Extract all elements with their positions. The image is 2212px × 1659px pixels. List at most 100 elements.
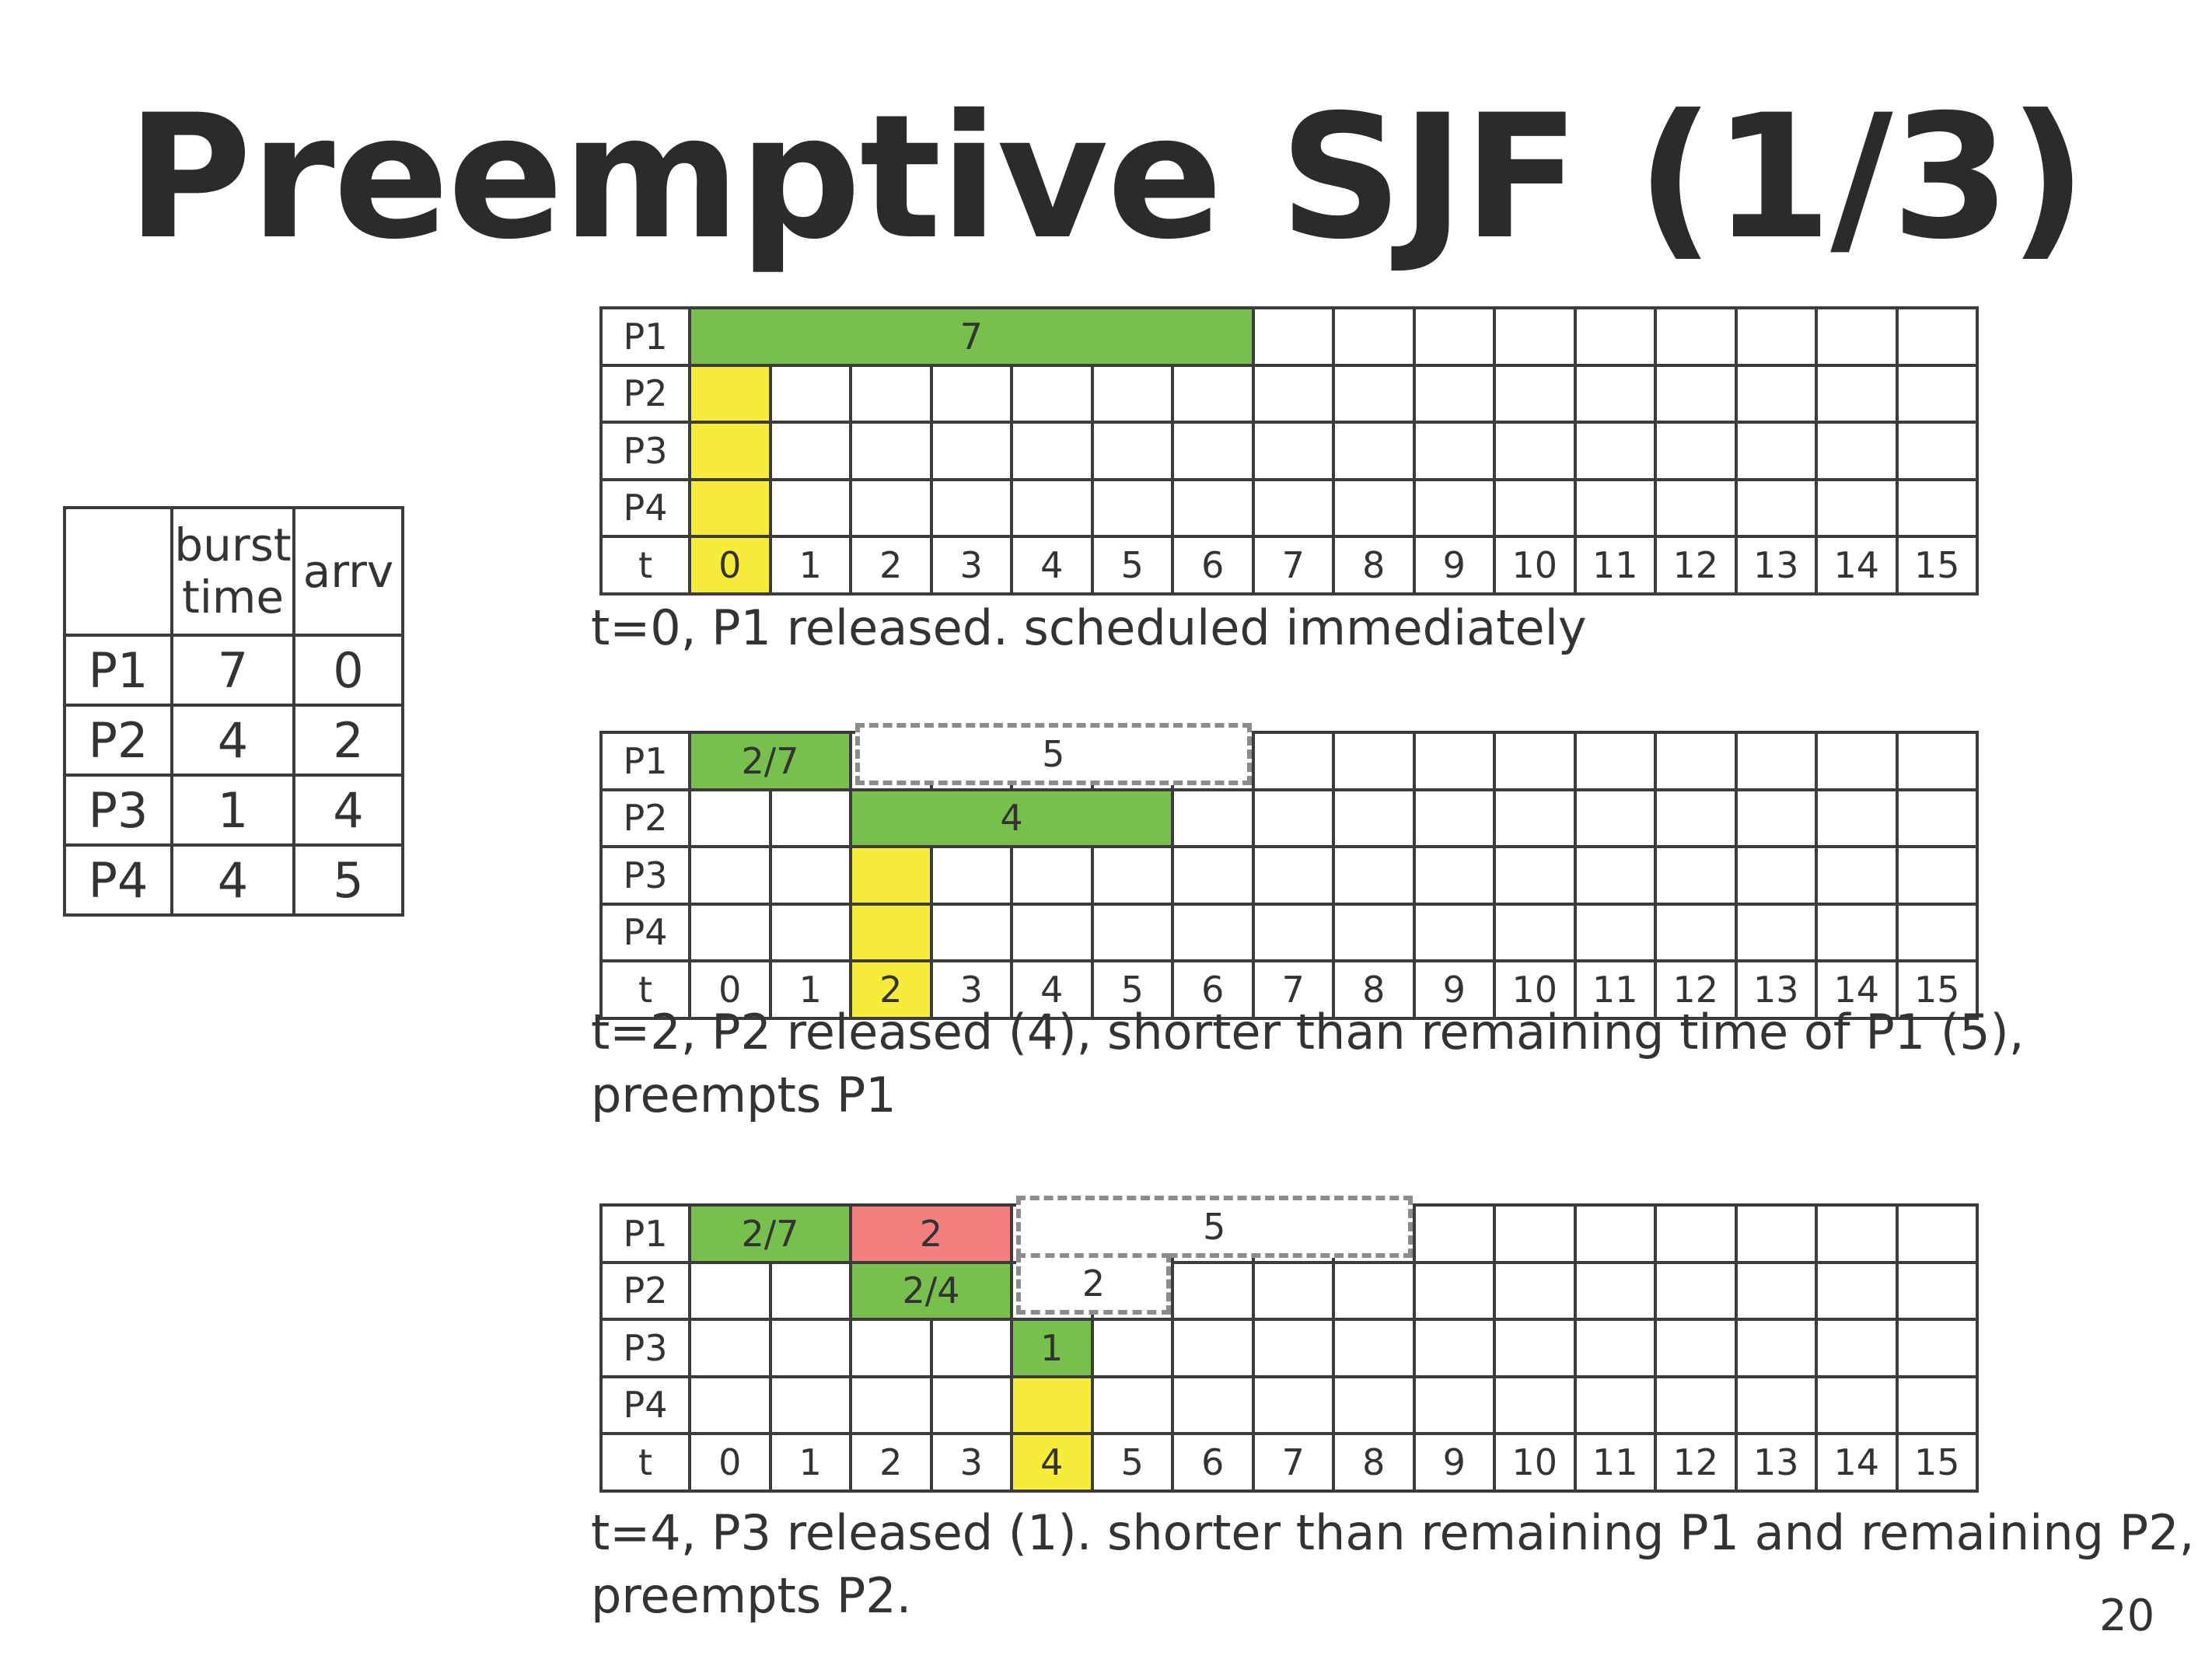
gantt-grid-cell (1734, 1260, 1818, 1321)
gantt-grid-cell (1332, 306, 1416, 367)
gantt-grid-cell (1654, 1260, 1738, 1321)
gantt-tick-label: 7 (1281, 968, 1305, 1011)
gantt-tick-label: 1 (798, 1441, 822, 1483)
gantt-tick-label: 8 (1362, 968, 1386, 1011)
gantt-grid-cell (1654, 845, 1738, 906)
gantt-grid-cell (1895, 788, 1979, 848)
gantt-grid-cell (1815, 1203, 1899, 1264)
gantt-grid-cell (768, 1374, 852, 1435)
gantt-tick-label: 10 (1511, 1441, 1558, 1483)
gantt-tick-cell (1654, 1432, 1738, 1493)
gantt-row-label: P3 (623, 1326, 668, 1369)
gantt-bar-released (688, 477, 772, 538)
gantt-grid-cell (1895, 477, 1979, 538)
gantt-bar-released (1010, 1374, 1094, 1435)
gantt-tick-cell (1171, 1432, 1255, 1493)
gantt-grid-cell (1654, 363, 1738, 424)
gantt-grid-cell (929, 1374, 1013, 1435)
gantt-remaining-box: 5 (1016, 1196, 1413, 1258)
gantt-tick-label: 13 (1752, 968, 1799, 1011)
gantt-grid-cell (1171, 1374, 1255, 1435)
gantt-tick-cell (1493, 959, 1577, 1020)
gantt-tick-label: 15 (1913, 968, 1960, 1011)
gantt-tick-cell (1573, 959, 1657, 1020)
gantt-bar-running: 2/7 (688, 1203, 852, 1264)
gantt-grid-cell (768, 788, 852, 848)
process-arrival: 5 (292, 843, 404, 917)
gantt-grid-cell (1412, 306, 1496, 367)
gantt-grid-cell (1010, 421, 1094, 481)
slide-title: Preemptive SJF (1/3) (126, 78, 2087, 277)
gantt-remaining-box: 2 (1016, 1252, 1171, 1315)
gantt-grid-cell (1573, 421, 1657, 481)
gantt-grid-cell (1815, 1374, 1899, 1435)
gantt-grid-cell (1895, 731, 1979, 791)
gantt-row-label: P1 (623, 739, 668, 782)
gantt-grid-cell (1010, 845, 1094, 906)
gantt-grid-cell (768, 477, 852, 538)
gantt-grid-cell (768, 421, 852, 481)
caption-line: preempts P2. (591, 1566, 912, 1624)
process-arrival: 4 (292, 774, 404, 847)
gantt-grid-cell (1815, 306, 1899, 367)
gantt-grid-cell (1734, 1203, 1818, 1264)
gantt-grid-cell (1654, 902, 1738, 962)
gantt-tick-cell (849, 1432, 933, 1493)
gantt-tick-label: 10 (1511, 968, 1558, 1011)
gantt-tick-label: 6 (1201, 543, 1225, 586)
gantt-grid-cell (1171, 477, 1255, 538)
gantt-grid-cell (1412, 731, 1496, 791)
gantt-grid-cell (688, 845, 772, 906)
gantt-grid-cell (1010, 477, 1094, 538)
gantt-row-label: P1 (623, 315, 668, 358)
gantt-grid-cell (1010, 363, 1094, 424)
gantt-grid-cell (1090, 845, 1174, 906)
gantt-row-label: P2 (623, 797, 668, 840)
gantt-grid-cell (1654, 731, 1738, 791)
gantt-tick-label: 3 (959, 543, 983, 586)
gantt-tick-label: 7 (1281, 1441, 1305, 1483)
gantt-row-label: P3 (623, 854, 668, 896)
gantt-tick-label: 13 (1752, 1441, 1799, 1483)
gantt-grid-cell (1251, 1260, 1335, 1321)
gantt-grid-cell (768, 845, 852, 906)
process-name: P3 (63, 774, 173, 847)
caption-line: preempts P1 (591, 1066, 896, 1123)
gantt-grid-cell (1573, 477, 1657, 538)
gantt-tick-label: 2 (879, 968, 903, 1011)
gantt-grid-cell (1412, 477, 1496, 538)
gantt-grid-cell (1412, 1203, 1496, 1264)
gantt-grid-cell (1573, 306, 1657, 367)
gantt-tick-cell (1573, 1432, 1657, 1493)
caption-line: t=4, P3 released (1). shorter than remai… (591, 1504, 2195, 1561)
gantt-tick-cell (1090, 1432, 1174, 1493)
gantt-grid-cell (1573, 1203, 1657, 1264)
gantt-grid-cell (1895, 1260, 1979, 1321)
gantt-tick-cell (1654, 535, 1738, 595)
gantt-grid-cell (1573, 902, 1657, 962)
gantt-tick-cell (688, 1432, 772, 1493)
process-table-header-blank (63, 506, 173, 637)
gantt-grid-cell (1251, 477, 1335, 538)
gantt-grid-cell (1493, 788, 1577, 848)
gantt-tick-cell (1090, 535, 1174, 595)
gantt-grid-cell (1815, 788, 1899, 848)
gantt-grid-cell (688, 1374, 772, 1435)
gantt-grid-cell (1251, 845, 1335, 906)
gantt-tick-label: 0 (718, 968, 742, 1011)
burst-header-line1: burst (174, 519, 292, 572)
gantt-tick-label: 0 (718, 1441, 742, 1483)
gantt-tick-cell (768, 959, 852, 1020)
gantt-bar-released (688, 421, 772, 481)
process-burst: 1 (170, 774, 295, 847)
gantt-grid-cell (1895, 845, 1979, 906)
gantt-tick-label: 11 (1592, 543, 1638, 586)
gantt-grid-cell (1412, 363, 1496, 424)
process-burst: 7 (170, 634, 295, 707)
gantt-tick-label: 1 (798, 543, 822, 586)
gantt-grid-cell (1090, 363, 1174, 424)
gantt-grid-cell (688, 788, 772, 848)
gantt-grid-cell (1573, 788, 1657, 848)
gantt-grid-cell (1332, 1374, 1416, 1435)
gantt-time-label: t (638, 968, 653, 1011)
